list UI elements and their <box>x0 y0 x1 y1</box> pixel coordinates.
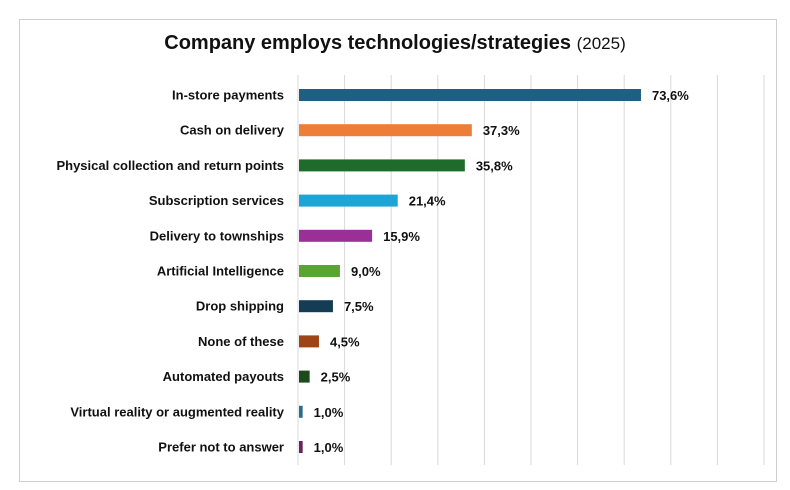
category-label: Subscription services <box>149 193 284 208</box>
bar <box>299 335 319 348</box>
data-label: 7,5% <box>344 299 374 314</box>
chart-frame <box>19 19 777 482</box>
data-label: 1,0% <box>314 405 344 420</box>
data-label: 2,5% <box>321 370 351 385</box>
bar <box>299 441 303 453</box>
chart-title: Company employs technologies/strategies <box>164 32 572 54</box>
data-label: 21,4% <box>409 194 446 209</box>
data-label: 9,0% <box>351 264 381 279</box>
data-label: 15,9% <box>383 229 420 244</box>
category-label: Drop shipping <box>196 299 284 314</box>
category-label: Physical collection and return points <box>56 158 284 173</box>
category-label: Delivery to townships <box>150 228 284 243</box>
bar <box>299 124 472 137</box>
bar <box>299 159 465 172</box>
category-label: In-store payments <box>172 88 284 103</box>
data-label: 4,5% <box>330 334 360 349</box>
bar <box>299 265 340 277</box>
bar <box>299 300 333 313</box>
bar <box>299 194 398 207</box>
bar <box>299 89 641 101</box>
bar <box>299 370 310 383</box>
category-label: Automated payouts <box>163 369 284 384</box>
category-label: Virtual reality or augmented reality <box>70 404 284 419</box>
chart-subtitle: (2025) <box>576 34 626 53</box>
chart-title-wrap: Company employs technologies/strategies … <box>0 32 790 55</box>
data-label: 35,8% <box>476 158 513 173</box>
bar <box>299 229 373 242</box>
data-label: 37,3% <box>483 123 520 138</box>
category-label: Artificial Intelligence <box>157 264 284 279</box>
bar <box>299 405 303 418</box>
category-label: None of these <box>198 334 284 349</box>
data-label: 1,0% <box>314 440 344 455</box>
category-label: Cash on delivery <box>180 123 285 138</box>
data-label: 73,6% <box>652 88 689 103</box>
category-label: Prefer not to answer <box>158 440 284 455</box>
